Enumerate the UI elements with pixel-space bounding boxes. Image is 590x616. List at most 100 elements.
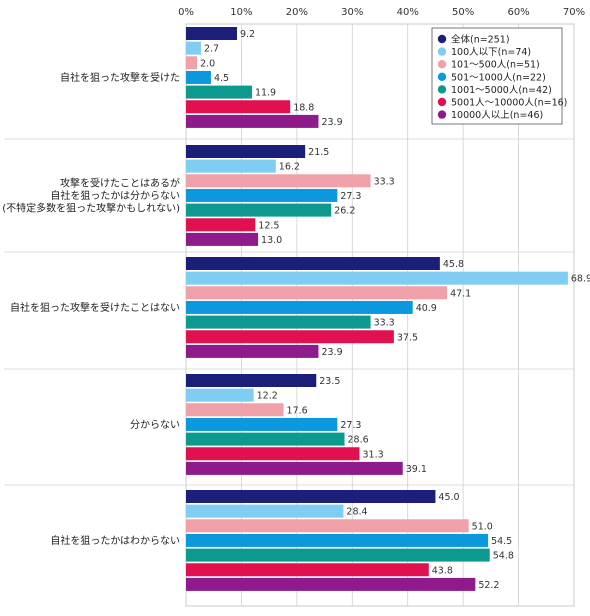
x-tick-label: 40%: [397, 7, 419, 18]
bar: [186, 330, 394, 344]
bar: [186, 315, 371, 329]
legend-marker: [437, 97, 447, 107]
bar-value-label: 11.9: [255, 88, 276, 99]
bar: [186, 548, 490, 562]
category-label: 攻撃を受けたことはあるが: [60, 176, 180, 189]
bar: [186, 447, 360, 461]
bar: [186, 300, 413, 314]
bar: [186, 388, 254, 402]
legend-label: 全体(n=251): [451, 34, 510, 46]
bar: [186, 232, 259, 246]
bar: [186, 417, 338, 431]
bar-value-label: 23.5: [319, 376, 340, 387]
bar-value-label: 39.1: [406, 464, 427, 475]
legend-marker: [437, 85, 447, 94]
bar-value-label: 33.3: [374, 318, 395, 329]
x-tick-label: 70%: [563, 7, 585, 18]
bar-value-label: 45.0: [438, 492, 459, 503]
legend-marker: [437, 110, 447, 119]
bar: [186, 56, 198, 70]
x-tick-label: 0%: [178, 7, 194, 18]
bar-value-label: 54.5: [491, 536, 512, 547]
category-label: (不特定多数を狙った攻撃かもしれない): [2, 201, 180, 214]
x-tick-label: 30%: [341, 7, 363, 18]
bar-value-label: 12.2: [257, 391, 278, 402]
bar: [186, 85, 252, 99]
bar: [186, 533, 489, 547]
bar-value-label: 12.5: [258, 220, 279, 231]
bar-value-label: 23.9: [321, 347, 342, 358]
bar: [186, 159, 276, 173]
x-tick-label: 20%: [286, 7, 308, 18]
bar-value-label: 28.6: [348, 435, 369, 446]
bar-value-label: 68.9: [571, 274, 590, 285]
bar: [186, 174, 371, 188]
bar: [186, 257, 440, 270]
legend-marker: [437, 72, 447, 82]
x-tick-label: 50%: [452, 7, 474, 18]
bar-value-label: 13.0: [261, 235, 282, 246]
bar: [186, 577, 476, 591]
bar: [186, 271, 568, 285]
bar-value-label: 43.8: [432, 565, 453, 576]
bar-value-label: 51.0: [472, 521, 493, 532]
legend-marker: [437, 47, 447, 56]
bar-value-label: 4.5: [214, 73, 229, 84]
category-label: 分からない: [130, 419, 180, 431]
bar-value-label: 2.0: [200, 58, 215, 69]
bar: [186, 403, 284, 417]
bar: [186, 519, 469, 533]
category-label: 自社を狙ったかは分からない: [50, 189, 180, 202]
x-tick-label: 60%: [507, 7, 529, 18]
bar: [186, 100, 291, 114]
bar: [186, 188, 338, 202]
bar: [186, 114, 319, 128]
bar: [186, 344, 319, 358]
x-tick-label: 10%: [230, 7, 252, 18]
legend-marker: [437, 59, 447, 69]
legend-marker: [437, 34, 447, 44]
legend-label: 10000人以上(n=46): [451, 110, 543, 121]
bar-value-label: 37.5: [397, 332, 418, 343]
legend-label: 1001～5000人(n=42): [451, 85, 552, 96]
category-label: 自社を狙った攻撃を受けたことはない: [10, 301, 180, 314]
bar: [186, 504, 344, 518]
bar-value-label: 47.1: [450, 288, 471, 299]
bar: [186, 490, 436, 503]
bar-value-label: 16.2: [279, 162, 300, 173]
bar: [186, 203, 332, 217]
bar-value-label: 27.3: [340, 420, 361, 431]
legend-label: 100人以下(n=74): [451, 47, 531, 58]
legend-box: [431, 27, 563, 125]
bar-value-label: 31.3: [362, 449, 383, 460]
bar-value-label: 17.6: [287, 405, 308, 416]
bar-value-label: 9.2: [240, 29, 255, 40]
legend-label: 5001人～10000人(n=16): [451, 98, 567, 109]
bar-value-label: 28.4: [346, 507, 367, 518]
bar-value-label: 27.3: [340, 191, 361, 202]
bar-value-label: 45.8: [443, 259, 464, 270]
bar-value-label: 2.7: [204, 44, 219, 55]
bar: [186, 27, 237, 40]
bar: [186, 218, 256, 232]
bar-value-label: 52.2: [478, 580, 499, 591]
bar: [186, 374, 317, 387]
legend-label: 101～500人(n=51): [451, 60, 540, 71]
category-label: 自社を狙ったかはわからない: [50, 534, 180, 547]
bar: [186, 286, 448, 300]
bar-value-label: 21.5: [308, 147, 329, 158]
bar: [186, 432, 345, 446]
legend-label: 501～1000人(n=22): [451, 72, 546, 83]
bar-value-label: 23.9: [321, 117, 342, 128]
bar-value-label: 54.8: [493, 551, 514, 562]
bar-value-label: 40.9: [416, 303, 437, 314]
bar-value-label: 26.2: [334, 206, 355, 217]
bar-value-label: 33.3: [374, 176, 395, 187]
bar: [186, 70, 211, 84]
bar-value-label: 18.8: [293, 102, 314, 113]
category-label: 自社を狙った攻撃を受けた: [60, 71, 180, 84]
bar: [186, 41, 201, 55]
bar: [186, 145, 306, 158]
bar: [186, 461, 403, 475]
